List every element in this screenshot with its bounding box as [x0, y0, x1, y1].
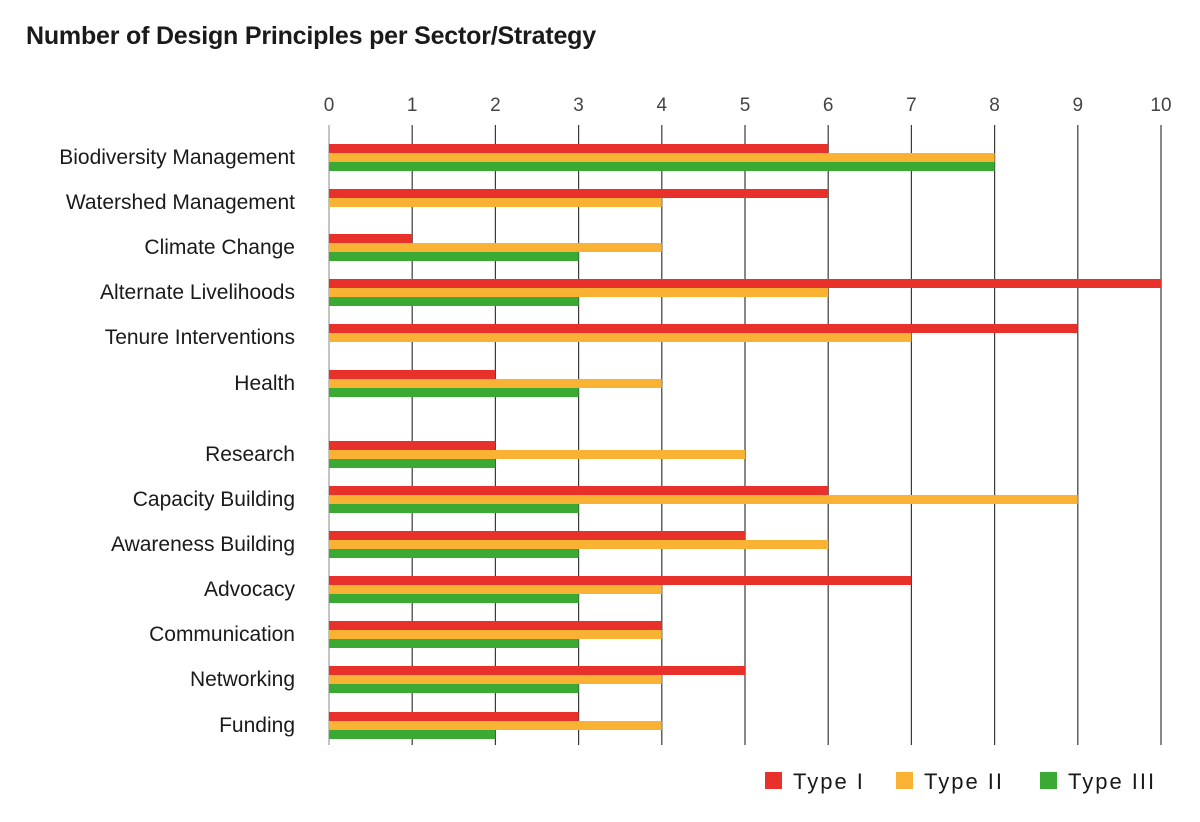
bar-type-iii: [329, 549, 579, 558]
bar-type-iii: [329, 730, 496, 739]
bar-type-iii: [329, 684, 579, 693]
legend-label: Type II: [924, 769, 1004, 794]
bar-type-i: [329, 324, 1078, 333]
category-label: Climate Change: [144, 236, 295, 259]
legend-swatch: [1040, 772, 1057, 789]
bar-type-i: [329, 370, 496, 379]
bar-type-ii: [329, 198, 662, 207]
category-label: Advocacy: [204, 578, 296, 601]
legend-label: Type I: [793, 769, 865, 794]
bar-type-ii: [329, 450, 745, 459]
category-label: Research: [205, 443, 295, 466]
category-label: Awareness Building: [111, 533, 295, 556]
category-label: Communication: [149, 623, 295, 646]
bar-type-iii: [329, 388, 579, 397]
bar-type-ii: [329, 243, 662, 252]
x-tick-label: 9: [1073, 95, 1084, 116]
x-tick-label: 8: [989, 95, 1000, 116]
bar-type-ii: [329, 540, 829, 549]
bar-type-ii: [329, 630, 662, 639]
bar-type-ii: [329, 288, 829, 297]
bar-type-iii: [329, 504, 579, 513]
bar-type-i: [329, 189, 829, 198]
category-label: Tenure Interventions: [105, 326, 295, 349]
bar-type-iii: [329, 639, 579, 648]
category-label: Alternate Livelihoods: [100, 281, 295, 304]
bar-type-iii: [329, 162, 995, 171]
bar-type-i: [329, 621, 662, 630]
bar-type-i: [329, 441, 496, 450]
bar-type-i: [329, 666, 745, 675]
bars: [329, 144, 1161, 739]
x-tick-label: 0: [324, 95, 335, 116]
bar-type-ii: [329, 333, 912, 342]
bar-type-i: [329, 486, 829, 495]
x-tick-label: 4: [657, 95, 668, 116]
legend-swatch: [765, 772, 782, 789]
bar-type-ii: [329, 153, 995, 162]
category-label: Funding: [219, 714, 295, 737]
legend-swatch: [896, 772, 913, 789]
category-label: Health: [234, 372, 295, 395]
category-label: Watershed Management: [66, 191, 295, 214]
category-label: Networking: [190, 668, 295, 691]
bar-type-i: [329, 144, 829, 153]
bar-type-ii: [329, 379, 662, 388]
x-tick-label: 5: [740, 95, 751, 116]
category-label: Biodiversity Management: [59, 146, 295, 169]
x-tick-label: 3: [573, 95, 584, 116]
bar-type-iii: [329, 297, 579, 306]
x-tick-label: 2: [490, 95, 501, 116]
bar-type-i: [329, 234, 413, 243]
x-tick-label: 1: [407, 95, 418, 116]
x-tick-label: 7: [906, 95, 917, 116]
bar-type-ii: [329, 675, 662, 684]
x-tick-label: 6: [823, 95, 834, 116]
x-axis-ticks: 0 1 2 3 4 5 6 7 8 9 10: [324, 95, 1172, 116]
bar-type-i: [329, 279, 1161, 288]
bar-type-ii: [329, 495, 1078, 504]
bar-type-i: [329, 712, 579, 721]
bar-type-i: [329, 531, 745, 540]
x-tick-label: 10: [1150, 95, 1171, 116]
grid-lines: [328, 125, 1162, 745]
bar-type-iii: [329, 594, 579, 603]
legend-label: Type III: [1068, 769, 1156, 794]
chart-title: Number of Design Principles per Sector/S…: [26, 22, 596, 50]
bar-type-iii: [329, 252, 579, 261]
bar-type-iii: [329, 459, 496, 468]
bar-type-ii: [329, 721, 662, 730]
category-label: Capacity Building: [133, 488, 295, 511]
bar-type-i: [329, 576, 912, 585]
category-labels: Biodiversity Management Watershed Managem…: [59, 146, 295, 737]
legend: Type I Type II Type III: [765, 769, 1156, 794]
bar-type-ii: [329, 585, 662, 594]
